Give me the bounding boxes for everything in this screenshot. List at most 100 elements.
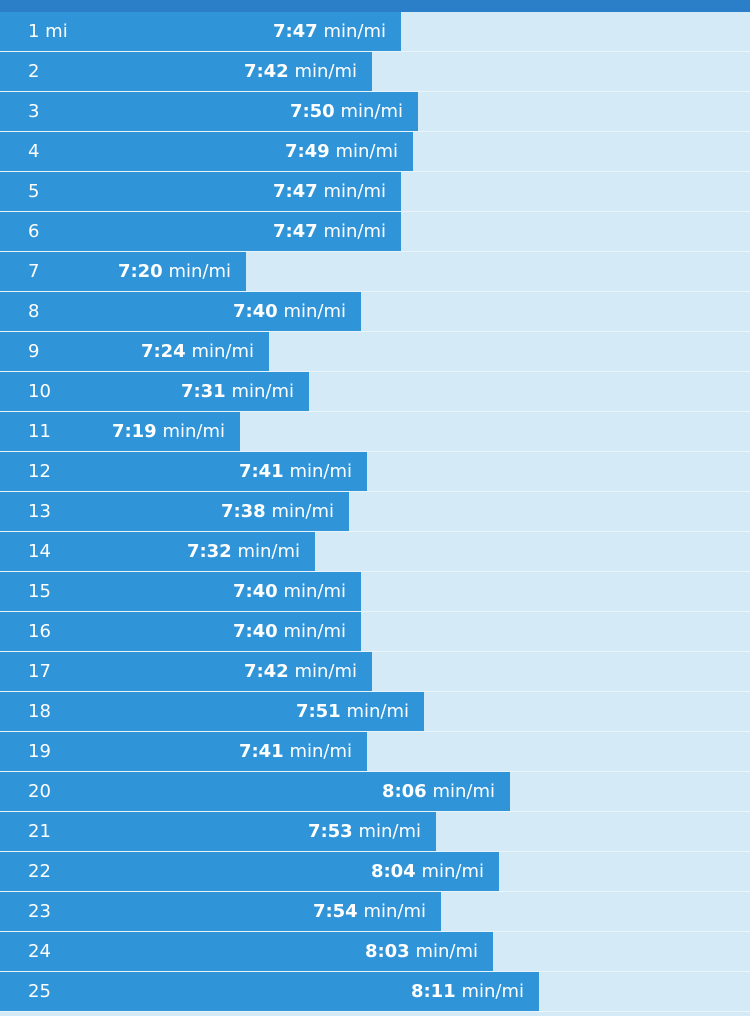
- split-pace-unit: min/mi: [294, 661, 357, 682]
- split-pace-bar: [0, 812, 436, 851]
- split-pace-bar: [0, 532, 315, 571]
- split-label: 6: [28, 221, 40, 242]
- split-label: 17: [28, 661, 51, 682]
- split-pace-bar: [0, 332, 269, 371]
- split-pace-value: 7:54: [312, 901, 358, 922]
- split-row[interactable]: 12 7:41 min/mi: [0, 452, 750, 492]
- split-pace-unit: min/mi: [323, 221, 386, 242]
- split-pace-unit: min/mi: [346, 701, 409, 722]
- split-pace: 8:06 min/mi: [382, 772, 495, 811]
- split-pace-value: 8:11: [410, 981, 456, 1002]
- split-row[interactable]: 22 8:04 min/mi: [0, 852, 750, 892]
- split-label: 15: [28, 581, 51, 602]
- split-pace-bar: [0, 652, 372, 691]
- split-label: 18: [28, 701, 51, 722]
- split-pace: 7:47 min/mi: [273, 212, 386, 251]
- split-pace: 7:19 min/mi: [112, 412, 225, 451]
- header-strip: [0, 0, 750, 12]
- split-pace: 8:04 min/mi: [371, 852, 484, 891]
- split-row[interactable]: 2 7:42 min/mi: [0, 52, 750, 92]
- split-pace-bar: [0, 452, 367, 491]
- split-row[interactable]: 6 7:47 min/mi: [0, 212, 750, 252]
- split-label: 23: [28, 901, 51, 922]
- split-pace: 7:24 min/mi: [141, 332, 254, 371]
- split-label: 10: [28, 381, 51, 402]
- split-row[interactable]: 24 8:03 min/mi: [0, 932, 750, 972]
- split-pace-unit: min/mi: [323, 181, 386, 202]
- split-row[interactable]: 23 7:54 min/mi: [0, 892, 750, 932]
- split-row[interactable]: 19 7:41 min/mi: [0, 732, 750, 772]
- split-label: 11: [28, 421, 51, 442]
- split-pace-unit: min/mi: [289, 741, 352, 762]
- split-pace-bar: [0, 852, 499, 891]
- split-pace: 7:49 min/mi: [285, 132, 398, 171]
- split-label: 3: [28, 101, 40, 122]
- split-row[interactable]: 25 8:11 min/mi: [0, 972, 750, 1012]
- split-row[interactable]: 9 7:24 min/mi: [0, 332, 750, 372]
- split-pace-value: 7:47: [272, 221, 318, 242]
- split-row[interactable]: 7 7:20 min/mi: [0, 252, 750, 292]
- split-pace-bar: [0, 492, 349, 531]
- split-pace: 7:42 min/mi: [244, 52, 357, 91]
- split-label: 22: [28, 861, 51, 882]
- split-pace: 7:38 min/mi: [221, 492, 334, 531]
- split-pace-bar: [0, 372, 309, 411]
- split-pace-unit: min/mi: [461, 981, 524, 1002]
- split-row[interactable]: 8 7:40 min/mi: [0, 292, 750, 332]
- split-pace: 7:50 min/mi: [290, 92, 403, 131]
- split-pace-unit: min/mi: [340, 101, 403, 122]
- split-row[interactable]: 21 7:53 min/mi: [0, 812, 750, 852]
- split-row[interactable]: 4 7:49 min/mi: [0, 132, 750, 172]
- split-label: 1 mi: [28, 21, 68, 42]
- split-pace-bar: [0, 732, 367, 771]
- split-pace-unit: min/mi: [358, 821, 421, 842]
- split-pace: 7:20 min/mi: [118, 252, 231, 291]
- split-pace: 7:40 min/mi: [233, 572, 346, 611]
- split-label: 16: [28, 621, 51, 642]
- split-pace: 7:47 min/mi: [273, 172, 386, 211]
- split-row[interactable]: 15 7:40 min/mi: [0, 572, 750, 612]
- split-pace-value: 7:32: [186, 541, 232, 562]
- split-pace-unit: min/mi: [191, 341, 254, 362]
- split-pace-value: 7:47: [272, 21, 318, 42]
- split-pace-value: 7:40: [232, 581, 278, 602]
- split-row[interactable]: 10 7:31 min/mi: [0, 372, 750, 412]
- split-row[interactable]: 16 7:40 min/mi: [0, 612, 750, 652]
- split-row[interactable]: 3 7:50 min/mi: [0, 92, 750, 132]
- split-pace-unit: min/mi: [283, 301, 346, 322]
- split-pace-bar: [0, 892, 441, 931]
- split-label: 14: [28, 541, 51, 562]
- split-label: 24: [28, 941, 51, 962]
- split-row[interactable]: 20 8:06 min/mi: [0, 772, 750, 812]
- split-row[interactable]: 11 7:19 min/mi: [0, 412, 750, 452]
- split-pace-bar: [0, 612, 361, 651]
- split-pace-bar: [0, 52, 372, 91]
- split-pace-unit: min/mi: [432, 781, 495, 802]
- split-row[interactable]: 18 7:51 min/mi: [0, 692, 750, 732]
- split-pace-unit: min/mi: [271, 501, 334, 522]
- split-pace-bar: [0, 212, 401, 251]
- split-pace-value: 7:24: [140, 341, 186, 362]
- split-row[interactable]: 1 mi 7:47 min/mi: [0, 12, 750, 52]
- split-label: 4: [28, 141, 40, 162]
- split-row[interactable]: 13 7:38 min/mi: [0, 492, 750, 532]
- split-label: 25: [28, 981, 51, 1002]
- split-row[interactable]: 5 7:47 min/mi: [0, 172, 750, 212]
- split-pace-unit: min/mi: [294, 61, 357, 82]
- split-pace: 8:03 min/mi: [365, 932, 478, 971]
- split-pace-value: 8:03: [364, 941, 410, 962]
- split-pace: 7:32 min/mi: [187, 532, 300, 571]
- split-label: 21: [28, 821, 51, 842]
- split-pace-bar: [0, 972, 539, 1011]
- split-pace-value: 7:41: [238, 461, 284, 482]
- split-label: 19: [28, 741, 51, 762]
- split-pace-bar: [0, 412, 240, 451]
- split-pace: 7:40 min/mi: [233, 612, 346, 651]
- split-pace-value: 7:19: [111, 421, 157, 442]
- split-row[interactable]: 17 7:42 min/mi: [0, 652, 750, 692]
- split-row[interactable]: 14 7:32 min/mi: [0, 532, 750, 572]
- split-label: 2: [28, 61, 40, 82]
- split-pace-value: 7:41: [238, 741, 284, 762]
- split-pace: 7:31 min/mi: [181, 372, 294, 411]
- split-pace-bar: [0, 292, 361, 331]
